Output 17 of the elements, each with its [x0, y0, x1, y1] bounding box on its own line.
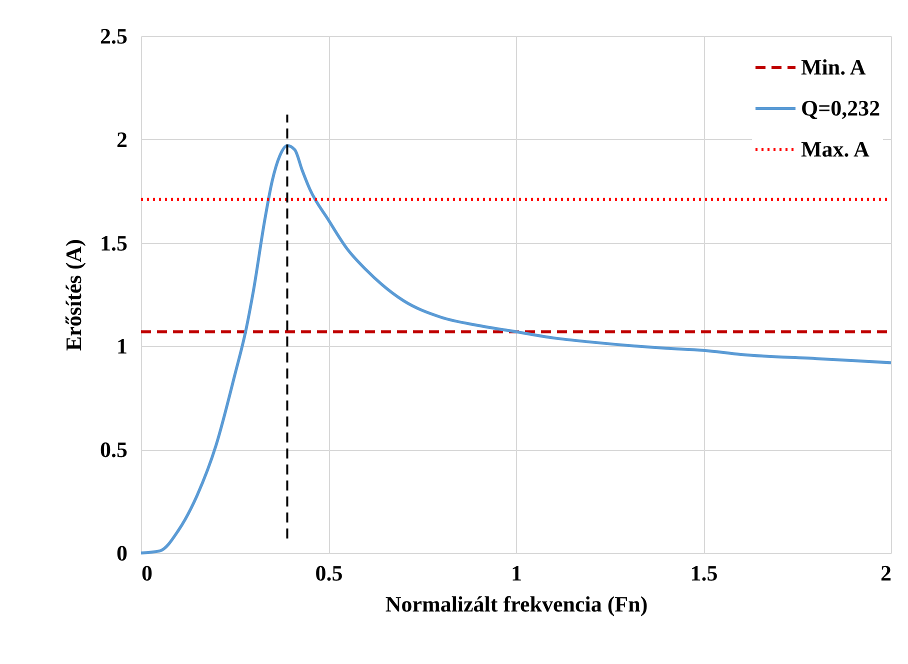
y-tick-label: 1	[116, 334, 128, 359]
x-tick-label: 0	[142, 560, 152, 586]
line-series	[140, 144, 892, 554]
x-tick-label: 0.5	[315, 560, 343, 586]
y-tick-label: 2	[116, 126, 128, 152]
legend-label: Q=0,232	[801, 96, 880, 120]
x-tick-label: 1	[511, 560, 522, 586]
y-tick-label: 2.5	[100, 24, 128, 48]
x-tick-label: 1.5	[690, 560, 718, 586]
x-axis-title: Normalizált frekvencia (Fn)	[385, 592, 648, 616]
y-tick-label: 0.5	[100, 437, 128, 462]
x-tick-label: 2	[880, 560, 892, 586]
legend-label: Max. A	[801, 136, 870, 162]
y-tick-label: 0	[116, 540, 128, 566]
y-tick-label: 1.5	[100, 230, 128, 256]
legend-label: Min. A	[801, 54, 866, 80]
y-axis-title: Erősítés (A)	[61, 239, 86, 351]
